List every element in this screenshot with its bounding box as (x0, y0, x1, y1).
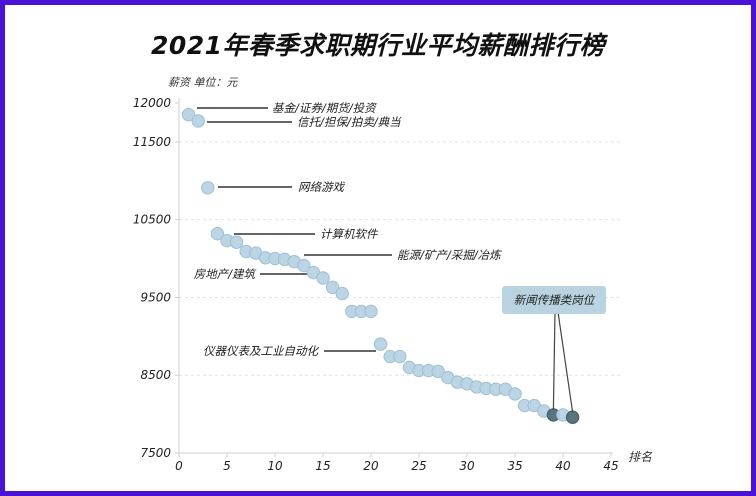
data-point (201, 181, 215, 195)
data-point (181, 107, 196, 122)
y-tick-label: 10500 (133, 213, 172, 227)
data-point (191, 114, 205, 128)
callout-leader (557, 311, 574, 413)
y-tick-label: 11500 (133, 135, 172, 149)
x-tick-label: 20 (363, 459, 379, 473)
y-tick-label: 12000 (133, 96, 172, 110)
annotation-label: 仪器仪表及工业自动化 (203, 344, 319, 358)
y-tick-label: 9500 (140, 290, 171, 304)
x-tick-label: 25 (411, 459, 426, 473)
callout-label: 新闻传播类岗位 (514, 293, 596, 307)
callout-box (502, 286, 606, 314)
data-point (335, 286, 349, 301)
data-point (325, 280, 340, 295)
y-axis-label: 薪资 单位：元 (168, 76, 238, 89)
data-point (364, 304, 378, 319)
annotation-label: 能源/矿产/采掘/冶炼 (397, 248, 502, 262)
data-point (508, 387, 522, 401)
x-tick-label: 0 (175, 459, 183, 473)
data-point (229, 235, 244, 249)
chart-title: 2021年春季求职期行业平均薪酬排行榜 (150, 31, 606, 60)
data-point (297, 258, 311, 273)
data-point (210, 226, 225, 241)
annotation-label: 信托/担保/拍卖/典当 (297, 115, 402, 129)
x-axis-label: 排名 (628, 450, 653, 464)
chart-frame (5, 5, 751, 491)
x-tick-label: 5 (223, 459, 231, 473)
data-point (373, 337, 388, 351)
data-point (393, 349, 407, 364)
data-point (431, 364, 445, 379)
annotation-label: 基金/证券/期货/投资 (272, 101, 377, 115)
data-point (316, 271, 330, 285)
y-tick-label: 7500 (140, 446, 171, 460)
highlight-point (565, 410, 580, 424)
annotation-label: 计算机软件 (320, 227, 379, 241)
x-tick-label: 30 (459, 459, 475, 473)
annotation-label: 网络游戏 (298, 180, 345, 194)
x-tick-label: 10 (267, 459, 283, 473)
x-tick-label: 35 (507, 459, 522, 473)
x-tick-label: 40 (555, 459, 571, 473)
annotation-label: 房地产/建筑 (194, 267, 257, 281)
callout-leader (552, 311, 556, 410)
y-tick-label: 8500 (140, 368, 171, 382)
x-tick-label: 15 (315, 459, 330, 473)
x-tick-label: 45 (603, 459, 618, 473)
